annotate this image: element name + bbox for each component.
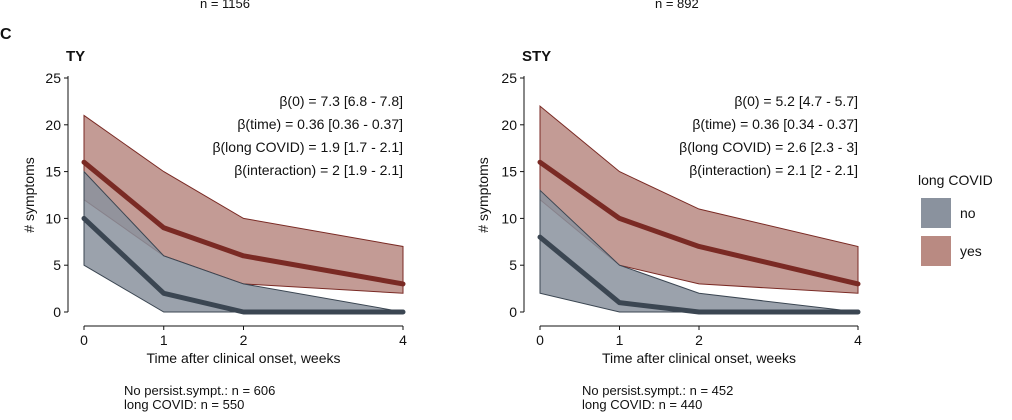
right-annotation-3: β(interaction) = 2.1 [2 - 2.1] — [689, 162, 858, 178]
left-x-axis-label: Time after clinical onset, weeks — [147, 350, 341, 366]
right-y-tick-label-25: 25 — [501, 70, 517, 86]
left-top-n-label: n = 1156 — [200, 0, 251, 11]
right-y-tick-label-15: 15 — [501, 164, 517, 180]
right-line-no — [537, 234, 861, 315]
right-x-tick-label-4: 4 — [854, 332, 862, 348]
legend-label-yes: yes — [960, 243, 982, 259]
footer-right-line1: No persist.sympt.: n = 452 — [582, 383, 734, 398]
footer-right-line2: long COVID: n = 440 — [582, 397, 703, 412]
footer-left: No persist.sympt.: n = 606 long COVID: n… — [124, 384, 275, 412]
left-x-tick-label-2: 2 — [240, 332, 248, 348]
chart-title-left: TY — [66, 48, 86, 65]
left-annotation-1: β(time) = 0.36 [0.36 - 0.37] — [237, 116, 403, 132]
left-y-tick-label-10: 10 — [45, 210, 61, 226]
footer-left-line2: long COVID: n = 550 — [124, 397, 245, 412]
left-y-tick-label-0: 0 — [53, 304, 61, 320]
right-top-n-label: n = 892 — [655, 0, 699, 11]
left-annotation-0: β(0) = 7.3 [6.8 - 7.8] — [279, 93, 403, 109]
left-y-axis-label: # symptoms — [21, 157, 37, 232]
left-y-tick-label-15: 15 — [45, 164, 61, 180]
right-annotation-0: β(0) = 5.2 [4.7 - 5.7] — [734, 93, 858, 109]
right-y-tick-label-10: 10 — [501, 210, 517, 226]
legend-title: long COVID — [918, 172, 993, 188]
legend-swatch-no — [921, 198, 951, 228]
footer-right: No persist.sympt.: n = 452 long COVID: n… — [582, 384, 733, 412]
left-x-tick-label-4: 4 — [399, 332, 407, 348]
right-annotation-1: β(time) = 0.36 [0.34 - 0.37] — [692, 116, 858, 132]
right-x-tick-label-0: 0 — [536, 332, 544, 348]
right-x-tick-label-2: 2 — [695, 332, 703, 348]
left-annotation-2: β(long COVID) = 1.9 [1.7 - 2.1] — [212, 139, 403, 155]
left-y-tick-label-20: 20 — [45, 117, 61, 133]
chart-title-right: STY — [522, 48, 552, 65]
footer-left-line1: No persist.sympt.: n = 606 — [124, 383, 276, 398]
legend-label-no: no — [960, 205, 976, 221]
left-line-yes — [81, 159, 406, 287]
left-annotation-3: β(interaction) = 2 [1.9 - 2.1] — [234, 162, 403, 178]
left-y-tick-label-25: 25 — [45, 70, 61, 86]
right-y-tick-label-20: 20 — [501, 117, 517, 133]
left-line-no — [81, 215, 406, 315]
right-annotation-2: β(long COVID) = 2.6 [2.3 - 3] — [679, 139, 858, 155]
right-y-tick-label-0: 0 — [509, 304, 517, 320]
right-x-axis-label: Time after clinical onset, weeks — [602, 350, 796, 366]
left-x-tick-label-0: 0 — [80, 332, 88, 348]
right-line-yes — [537, 159, 861, 287]
right-y-axis-label: # symptoms — [475, 157, 491, 232]
right-y-tick-label-5: 5 — [509, 257, 517, 273]
right-x-tick-label-1: 1 — [616, 332, 624, 348]
legend-swatch-yes — [921, 236, 951, 266]
left-y-tick-label-5: 5 — [53, 257, 61, 273]
panel-letter: C — [0, 26, 12, 43]
left-x-tick-label-1: 1 — [160, 332, 168, 348]
